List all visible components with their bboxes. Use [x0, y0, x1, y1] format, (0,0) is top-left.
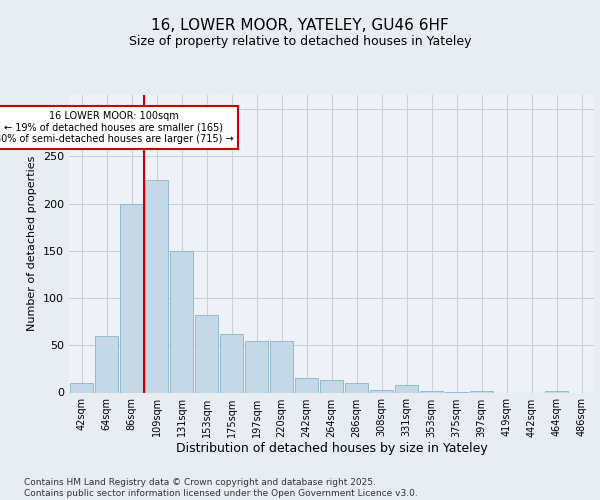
Bar — [270, 340, 293, 392]
Bar — [220, 334, 243, 392]
Bar — [120, 204, 143, 392]
Bar — [245, 340, 268, 392]
Text: Contains HM Land Registry data © Crown copyright and database right 2025.
Contai: Contains HM Land Registry data © Crown c… — [24, 478, 418, 498]
Bar — [470, 390, 493, 392]
Bar — [370, 390, 393, 392]
Bar — [95, 336, 118, 392]
Bar — [420, 390, 443, 392]
Text: Size of property relative to detached houses in Yateley: Size of property relative to detached ho… — [129, 35, 471, 48]
Text: 16 LOWER MOOR: 100sqm
← 19% of detached houses are smaller (165)
80% of semi-det: 16 LOWER MOOR: 100sqm ← 19% of detached … — [0, 111, 233, 144]
Bar — [345, 383, 368, 392]
Bar — [395, 385, 418, 392]
Bar — [320, 380, 343, 392]
Bar — [195, 315, 218, 392]
Bar — [70, 383, 93, 392]
Bar — [145, 180, 168, 392]
Text: 16, LOWER MOOR, YATELEY, GU46 6HF: 16, LOWER MOOR, YATELEY, GU46 6HF — [151, 18, 449, 32]
Bar — [545, 390, 568, 392]
X-axis label: Distribution of detached houses by size in Yateley: Distribution of detached houses by size … — [176, 442, 487, 456]
Y-axis label: Number of detached properties: Number of detached properties — [28, 156, 37, 332]
Bar — [170, 251, 193, 392]
Bar — [295, 378, 318, 392]
